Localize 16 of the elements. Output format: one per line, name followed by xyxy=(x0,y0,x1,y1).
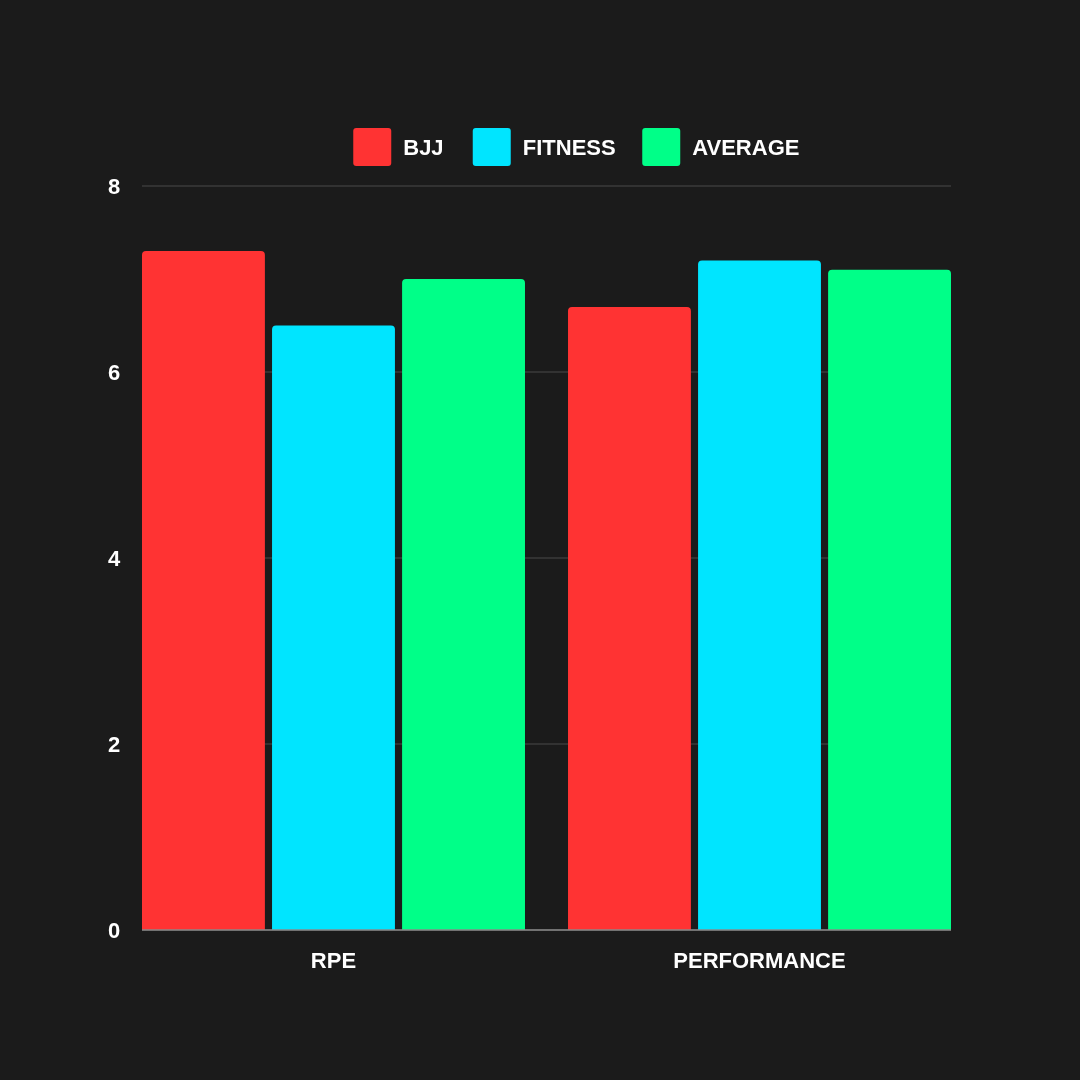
legend-label: FITNESS xyxy=(522,134,616,160)
legend-label: AVERAGE xyxy=(692,134,800,160)
y-tick-label: 4 xyxy=(107,545,121,571)
x-tick-label: RPE xyxy=(310,948,357,973)
y-tick-label: 8 xyxy=(107,173,121,199)
y-tick-label: 2 xyxy=(107,731,121,757)
x-tick-label: PERFORMANCE xyxy=(673,948,846,973)
bar xyxy=(272,325,395,930)
bar xyxy=(568,306,691,930)
bar xyxy=(698,260,821,930)
y-tick-label: 0 xyxy=(107,917,121,943)
bar xyxy=(402,279,525,930)
bar xyxy=(142,251,265,930)
legend-label: BJJ xyxy=(403,134,444,160)
y-tick-label: 6 xyxy=(107,359,121,385)
bar xyxy=(828,269,951,930)
